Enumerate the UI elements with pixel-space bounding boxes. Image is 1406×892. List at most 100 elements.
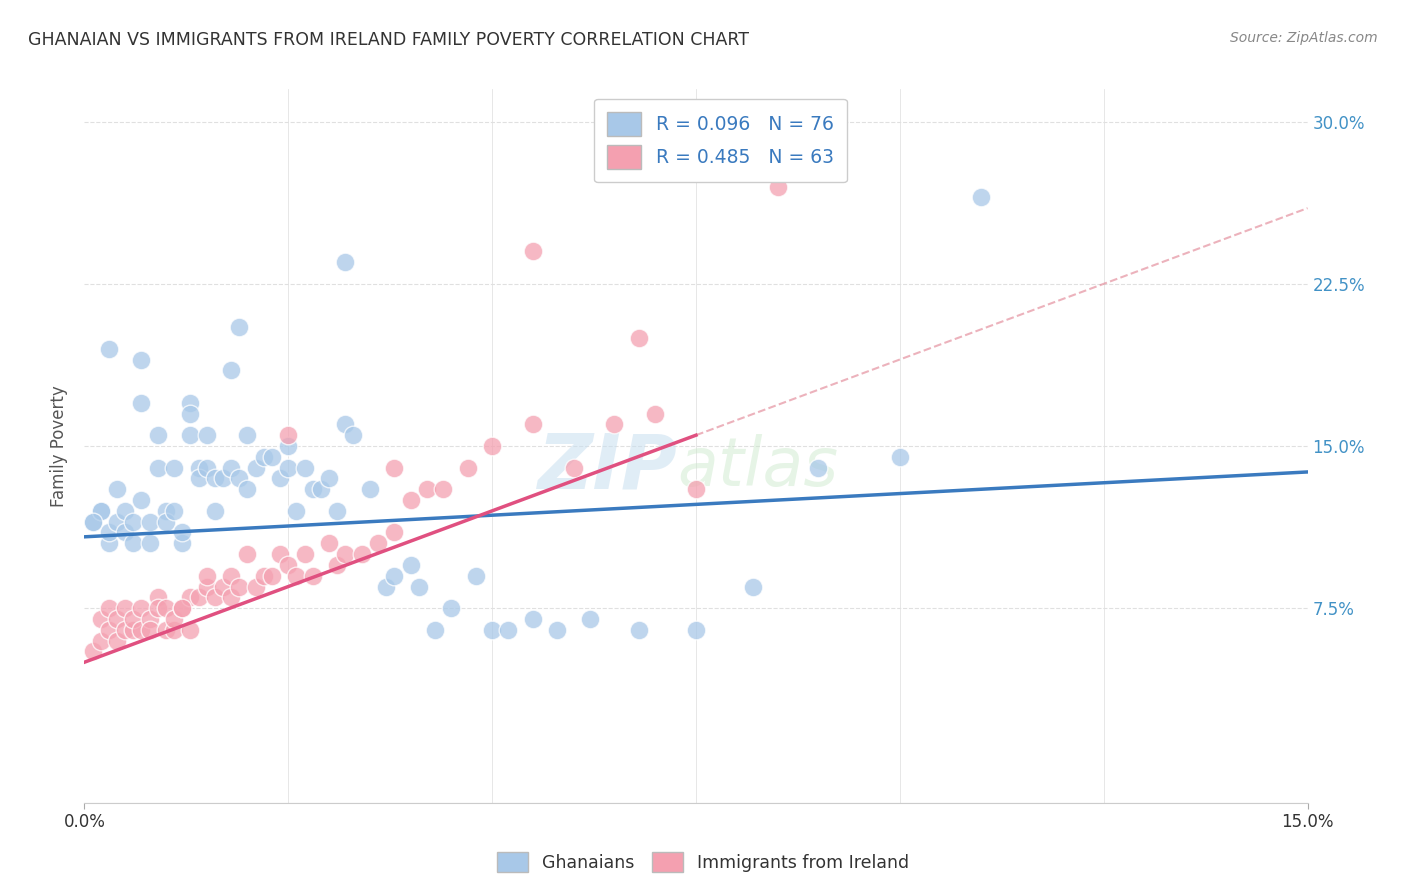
Text: ZIP: ZIP [538, 431, 678, 504]
Point [498, 623, 520, 637]
Point [114, 601, 136, 615]
Point [155, 515, 177, 529]
Point [219, 568, 242, 582]
Point [285, 568, 308, 582]
Point [253, 568, 276, 582]
Point [579, 612, 602, 626]
Point [260, 568, 283, 582]
Point [766, 179, 789, 194]
Point [82, 515, 104, 529]
Point [375, 580, 398, 594]
Point [90, 633, 112, 648]
Point [294, 460, 316, 475]
Point [481, 439, 503, 453]
Point [187, 471, 209, 485]
Point [269, 471, 291, 485]
Point [277, 460, 299, 475]
Point [146, 591, 169, 605]
Point [416, 482, 439, 496]
Point [644, 407, 666, 421]
Point [359, 482, 381, 496]
Point [122, 623, 145, 637]
Point [146, 428, 169, 442]
Point [155, 601, 177, 615]
Point [423, 623, 446, 637]
Text: atlas: atlas [678, 434, 839, 500]
Point [82, 644, 104, 658]
Point [195, 568, 218, 582]
Point [163, 623, 186, 637]
Point [82, 515, 104, 529]
Point [440, 601, 463, 615]
Point [122, 536, 145, 550]
Point [97, 623, 120, 637]
Point [163, 612, 186, 626]
Point [277, 558, 299, 572]
Point [146, 460, 169, 475]
Point [318, 536, 340, 550]
Point [522, 244, 544, 259]
Point [105, 633, 128, 648]
Point [382, 568, 405, 582]
Point [114, 525, 136, 540]
Point [245, 580, 267, 594]
Point [245, 460, 267, 475]
Point [146, 601, 169, 615]
Point [457, 460, 479, 475]
Point [335, 547, 357, 561]
Point [105, 482, 128, 496]
Point [179, 623, 201, 637]
Point [269, 547, 291, 561]
Text: GHANAIAN VS IMMIGRANTS FROM IRELAND FAMILY POVERTY CORRELATION CHART: GHANAIAN VS IMMIGRANTS FROM IRELAND FAMI… [28, 31, 749, 49]
Point [889, 450, 911, 464]
Point [253, 450, 276, 464]
Point [228, 320, 250, 334]
Point [277, 428, 299, 442]
Point [195, 428, 218, 442]
Point [204, 471, 226, 485]
Point [219, 591, 242, 605]
Point [114, 623, 136, 637]
Point [122, 612, 145, 626]
Point [335, 255, 357, 269]
Point [105, 515, 128, 529]
Point [318, 471, 340, 485]
Point [970, 190, 993, 204]
Legend: R = 0.096   N = 76, R = 0.485   N = 63: R = 0.096 N = 76, R = 0.485 N = 63 [593, 99, 846, 182]
Point [236, 482, 259, 496]
Point [212, 471, 235, 485]
Point [685, 623, 707, 637]
Point [219, 460, 242, 475]
Point [277, 439, 299, 453]
Point [90, 612, 112, 626]
Point [301, 482, 323, 496]
Point [326, 504, 349, 518]
Point [155, 623, 177, 637]
Point [172, 536, 194, 550]
Point [187, 591, 209, 605]
Point [382, 525, 405, 540]
Legend: Ghanaians, Immigrants from Ireland: Ghanaians, Immigrants from Ireland [489, 845, 917, 879]
Point [90, 504, 112, 518]
Point [138, 623, 160, 637]
Point [212, 580, 235, 594]
Point [522, 612, 544, 626]
Point [342, 428, 364, 442]
Point [97, 536, 120, 550]
Point [285, 504, 308, 518]
Point [326, 558, 349, 572]
Point [90, 504, 112, 518]
Point [131, 493, 153, 508]
Point [195, 580, 218, 594]
Point [228, 580, 250, 594]
Point [562, 460, 585, 475]
Point [382, 460, 405, 475]
Point [163, 504, 186, 518]
Point [179, 428, 201, 442]
Point [228, 471, 250, 485]
Point [335, 417, 357, 432]
Point [204, 591, 226, 605]
Point [131, 623, 153, 637]
Point [807, 460, 830, 475]
Point [742, 580, 765, 594]
